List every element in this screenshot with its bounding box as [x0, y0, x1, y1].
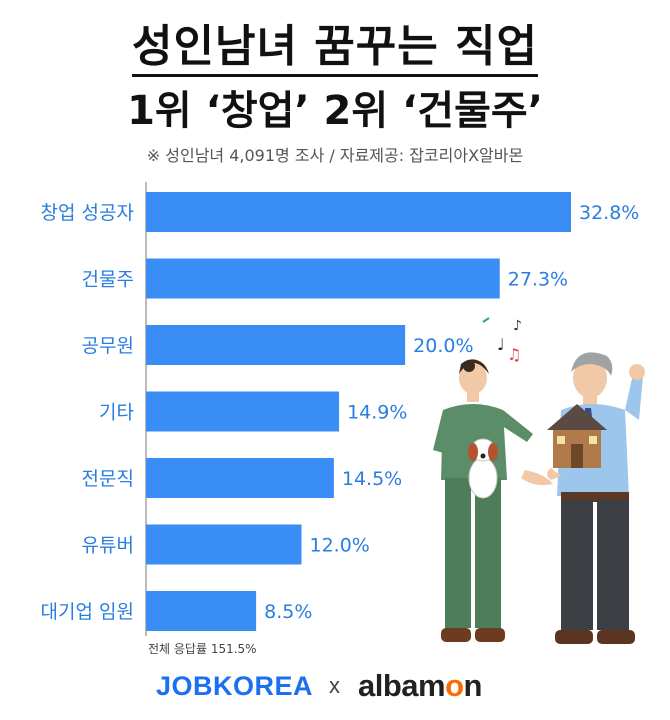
category-label-4: 전문직	[82, 468, 134, 490]
value-label-0: 32.8%	[579, 202, 639, 224]
value-label-2: 20.0%	[413, 335, 473, 357]
category-label-2: 공무원	[82, 335, 134, 357]
bar-3	[146, 391, 340, 432]
value-label-5: 12.0%	[309, 535, 369, 557]
bar-1	[146, 258, 500, 299]
chart-title-line2: 1위 ‘창업’ 2위 ‘건물주’	[127, 88, 543, 134]
category-label-1: 건물주	[82, 269, 134, 291]
man-with-house-figure	[547, 352, 645, 644]
music-notes-icon: ♪ ♩ ♫	[482, 317, 522, 364]
bar-0	[146, 192, 571, 232]
category-label-6: 대기업 임원	[41, 601, 134, 623]
svg-text:♫: ♫	[507, 345, 521, 364]
bar-6	[146, 591, 257, 631]
illustration-woman-dog-man-house: ♪ ♩ ♫	[433, 317, 645, 644]
bar-4	[146, 458, 334, 498]
svg-text:♩: ♩	[497, 335, 505, 354]
value-label-1: 27.3%	[508, 269, 568, 291]
category-label-5: 유튜버	[82, 535, 134, 557]
bar-chart: 창업 성공자 32.8% 건물주 27.3% 공무원 20.0% 기타 14.9% 전문직 14.…	[41, 182, 639, 636]
chart-title-line1: 성인남녀 꿈꾸는 직업	[0, 10, 670, 77]
bar-5	[146, 524, 302, 565]
albamon-logo: albam o n	[358, 668, 482, 703]
jobkorea-logo: JOBKOREA	[156, 670, 314, 701]
category-label-3: 기타	[99, 402, 134, 424]
value-label-4: 14.5%	[342, 468, 402, 490]
category-label-0: 창업 성공자	[41, 202, 134, 224]
bar-2	[146, 325, 406, 365]
chart-subtitle: ※ 성인남녀 4,091명 조사 / 자료제공: 잡코리아X알바몬	[146, 146, 524, 165]
value-label-3: 14.9%	[347, 402, 407, 424]
svg-text:♪: ♪	[513, 318, 522, 334]
brand-separator: x	[329, 673, 340, 698]
footnote-response-rate: 전체 응답률 151.5%	[148, 642, 257, 656]
woman-vet-figure	[433, 359, 553, 642]
value-label-6: 8.5%	[264, 601, 312, 623]
